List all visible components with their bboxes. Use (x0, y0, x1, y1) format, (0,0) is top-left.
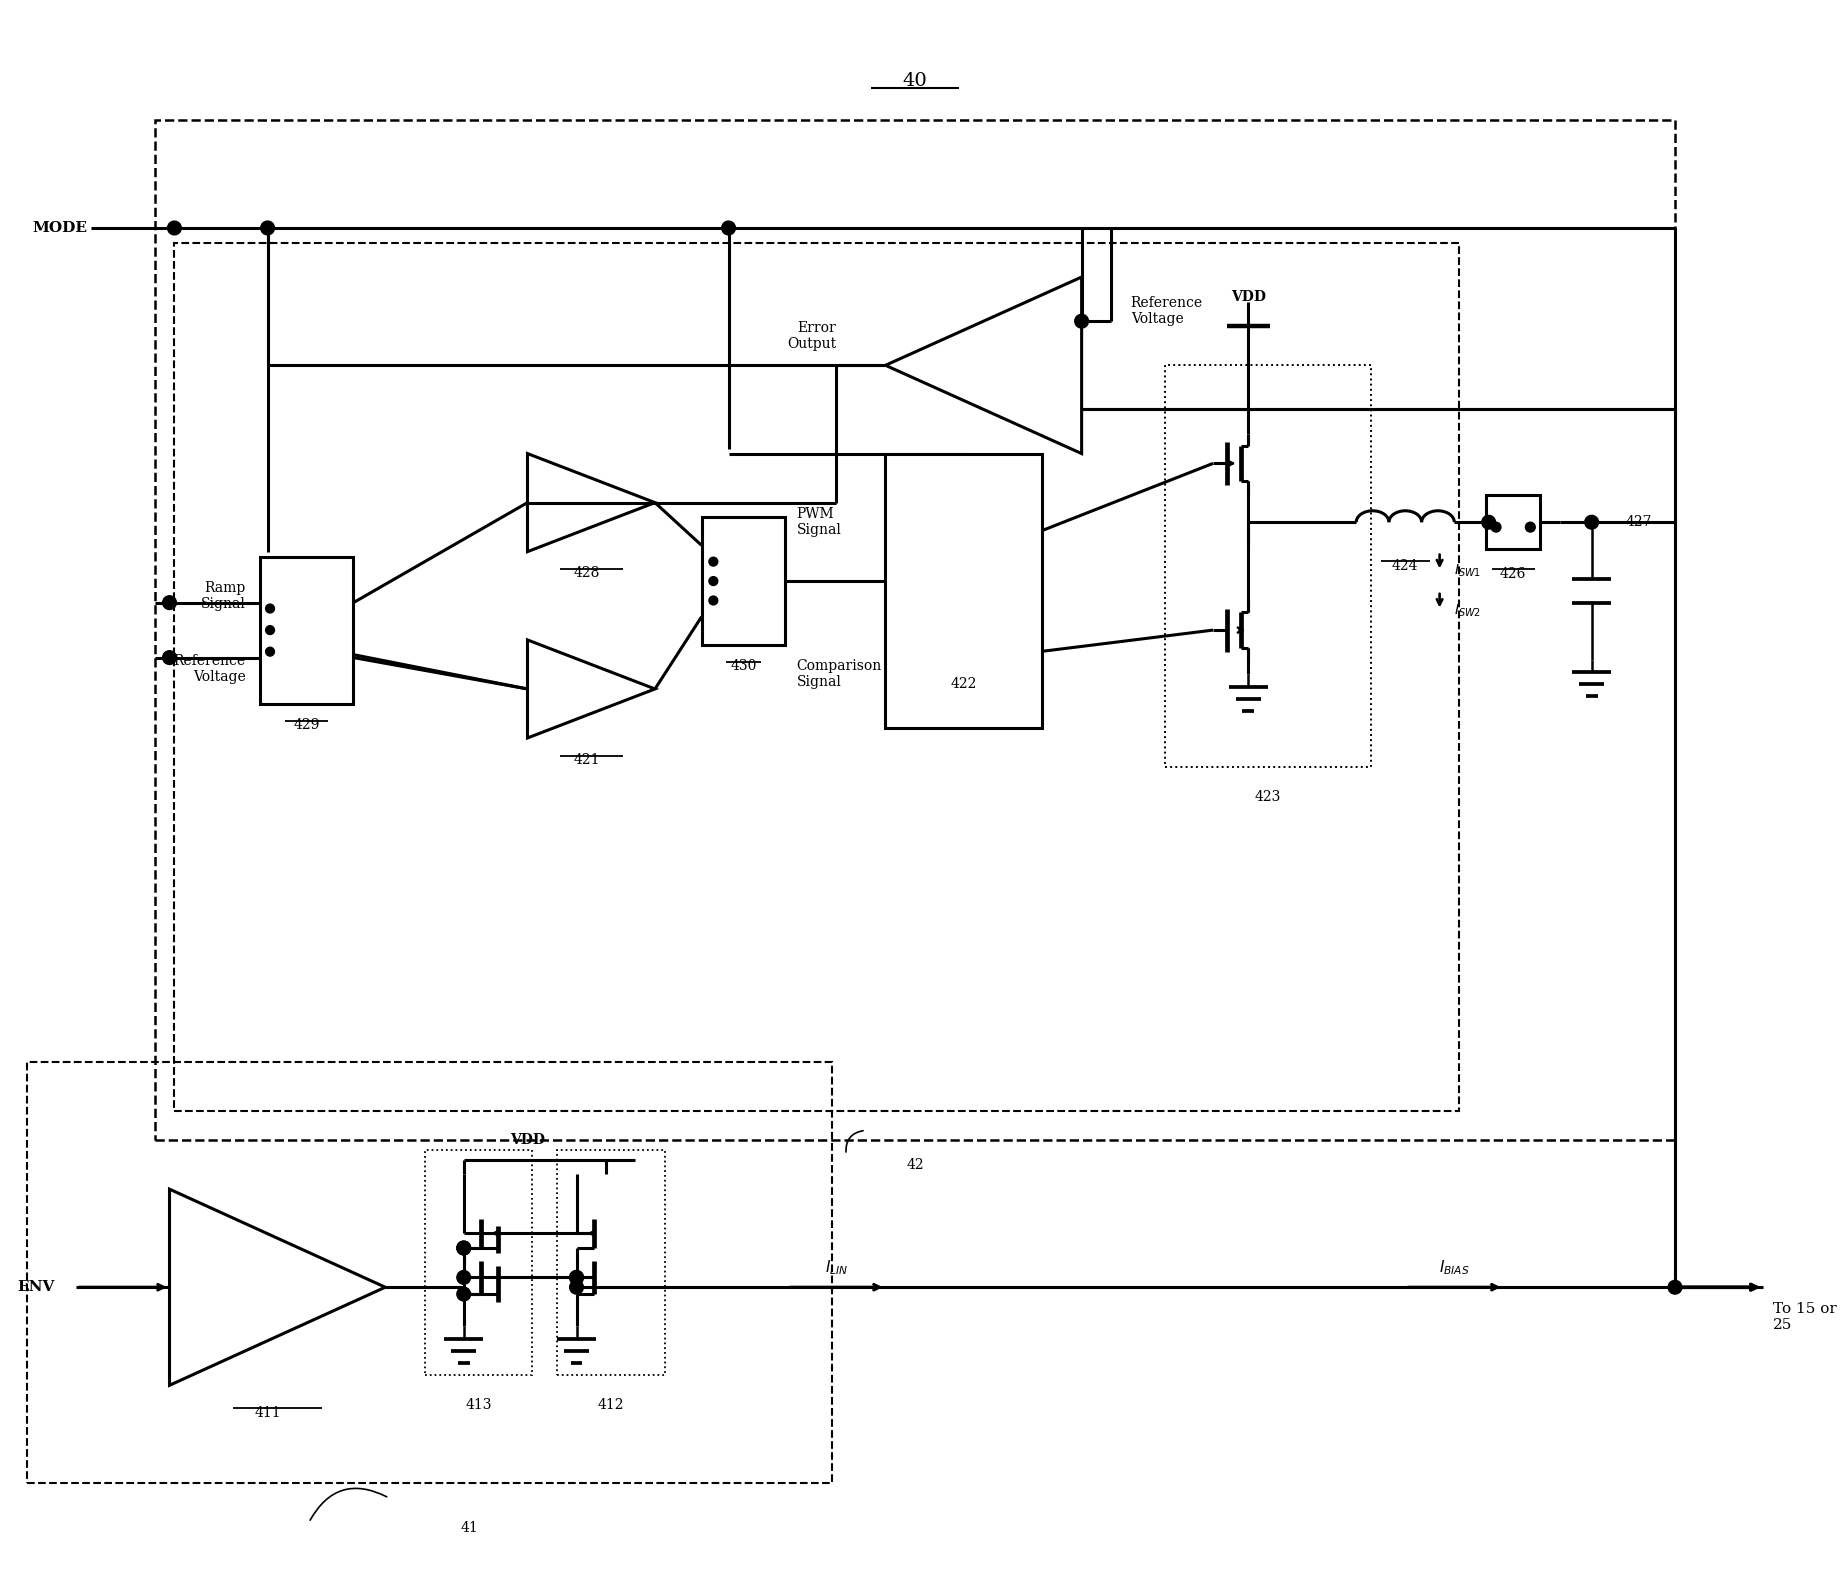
Circle shape (265, 604, 275, 613)
Text: 41: 41 (461, 1520, 479, 1534)
Circle shape (168, 221, 181, 235)
Text: 413: 413 (464, 1397, 492, 1411)
Circle shape (265, 626, 275, 634)
Bar (557, 1150, 665, 1375)
Circle shape (1482, 516, 1495, 530)
Text: PWM
Signal: PWM Signal (796, 508, 842, 538)
Text: 421: 421 (573, 752, 599, 766)
Circle shape (1585, 516, 1598, 530)
Text: $I_{BIAS}$: $I_{BIAS}$ (1439, 1258, 1469, 1277)
Text: 427: 427 (1626, 516, 1653, 530)
Circle shape (710, 557, 717, 566)
Text: 42: 42 (907, 1158, 923, 1172)
Circle shape (1526, 522, 1535, 531)
Text: Ramp
Signal: Ramp Signal (201, 580, 245, 610)
Circle shape (457, 1241, 470, 1255)
Text: 424: 424 (1391, 560, 1419, 574)
Text: 425: 425 (980, 472, 1006, 486)
Bar (260, 557, 354, 703)
Circle shape (265, 647, 275, 656)
Circle shape (569, 1281, 584, 1295)
Text: 40: 40 (903, 73, 927, 90)
Text: $I_{LIN}$: $I_{LIN}$ (826, 1258, 848, 1277)
Circle shape (722, 221, 735, 235)
Bar (702, 517, 785, 645)
Text: 429: 429 (293, 718, 321, 732)
Circle shape (569, 1271, 584, 1284)
Text: Reference
Voltage: Reference Voltage (1130, 296, 1203, 326)
Text: To 15 or
25: To 15 or 25 (1773, 1301, 1837, 1331)
Circle shape (457, 1271, 470, 1284)
Circle shape (1668, 1281, 1683, 1295)
Text: ENV: ENV (17, 1281, 55, 1295)
Text: 426: 426 (1500, 566, 1526, 580)
Text: Error
Output: Error Output (787, 320, 837, 352)
Bar (1485, 495, 1541, 549)
Bar (424, 1150, 533, 1375)
Circle shape (1491, 522, 1500, 531)
Text: 411: 411 (254, 1405, 280, 1419)
Circle shape (1074, 314, 1089, 328)
Bar (1165, 366, 1371, 768)
Bar (885, 454, 1043, 729)
Text: 422: 422 (951, 677, 977, 691)
Bar (175, 243, 1460, 1110)
Text: 423: 423 (1255, 790, 1281, 804)
Text: VDD: VDD (1231, 290, 1266, 304)
Text: MODE: MODE (31, 221, 87, 235)
Circle shape (457, 1241, 470, 1255)
Bar (28, 1061, 831, 1484)
Text: $I_{SW1}$: $I_{SW1}$ (1454, 563, 1482, 579)
Circle shape (162, 651, 177, 664)
Text: 430: 430 (730, 659, 756, 673)
Bar (155, 120, 1675, 1140)
Text: Comparison
Signal: Comparison Signal (796, 659, 883, 689)
Circle shape (162, 596, 177, 609)
Circle shape (710, 596, 717, 606)
Text: VDD: VDD (511, 1134, 546, 1146)
Text: 412: 412 (597, 1397, 625, 1411)
Circle shape (710, 577, 717, 585)
Text: 428: 428 (573, 566, 599, 580)
Text: $I_{SW2}$: $I_{SW2}$ (1454, 602, 1482, 618)
Text: Reference
Voltage: Reference Voltage (173, 654, 245, 684)
Circle shape (457, 1287, 470, 1301)
Circle shape (260, 221, 275, 235)
Circle shape (569, 1271, 584, 1284)
